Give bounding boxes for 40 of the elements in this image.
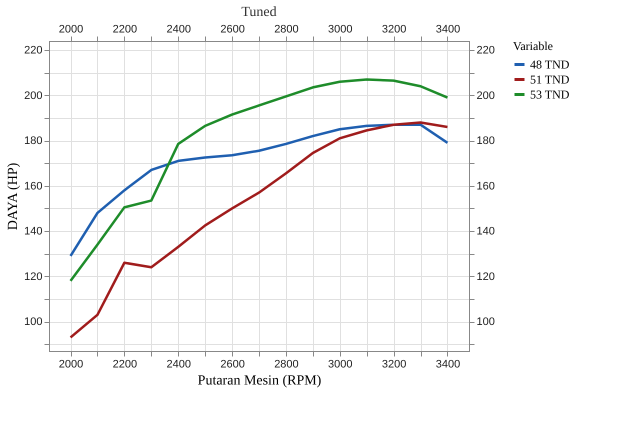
x2-tick-label: 3200 [382, 358, 406, 370]
line-series [69, 121, 449, 339]
legend-label: 48 TND [530, 58, 570, 72]
y-tick-label: 120 [24, 270, 42, 283]
y-axis-title: DAYA (HP) [6, 162, 22, 230]
y-tick-label: 140 [24, 226, 42, 238]
x2-tick-label: 2000 [58, 358, 84, 370]
x-tick-label: 3000 [328, 24, 353, 36]
x-tick-label: 2000 [58, 24, 84, 36]
y-tick-label: 220 [24, 44, 42, 57]
x-tick-label: 2400 [166, 24, 191, 36]
chart-title: Tuned [241, 5, 277, 20]
y2-tick-label: 120 [476, 270, 495, 283]
legend-label: 53 TND [530, 88, 570, 102]
y2-tick-label: 220 [476, 44, 495, 57]
legend-title: Variable [513, 39, 553, 53]
y2-tick-label: 160 [476, 180, 495, 192]
y2-tick-label: 200 [476, 90, 495, 102]
y-tick-label: 180 [24, 135, 42, 148]
y-tick-label: 100 [24, 316, 42, 328]
x2-tick-label: 2400 [166, 358, 191, 370]
line-series [69, 78, 449, 282]
x-tick-label: 3200 [382, 24, 406, 36]
x-axis-title: Putaran Mesin (RPM) [198, 374, 322, 388]
y2-tick-label: 100 [476, 316, 495, 328]
x-tick-label: 3400 [436, 24, 460, 36]
legend-label: 51 TND [530, 72, 570, 86]
x2-tick-label: 2600 [220, 358, 245, 370]
x-tick-label: 2200 [112, 24, 138, 36]
x2-tick-label: 3400 [436, 358, 460, 370]
x-tick-label: 2800 [274, 24, 299, 36]
y2-tick-label: 180 [476, 135, 495, 148]
x2-tick-label: 3000 [328, 358, 353, 370]
y2-tick-label: 140 [476, 226, 495, 238]
y-tick-label: 160 [24, 180, 42, 192]
x2-tick-label: 2200 [112, 358, 138, 370]
x2-tick-label: 2800 [274, 358, 299, 370]
x-tick-label: 2600 [220, 24, 245, 36]
line-series [69, 123, 449, 258]
y-tick-label: 200 [24, 90, 42, 102]
